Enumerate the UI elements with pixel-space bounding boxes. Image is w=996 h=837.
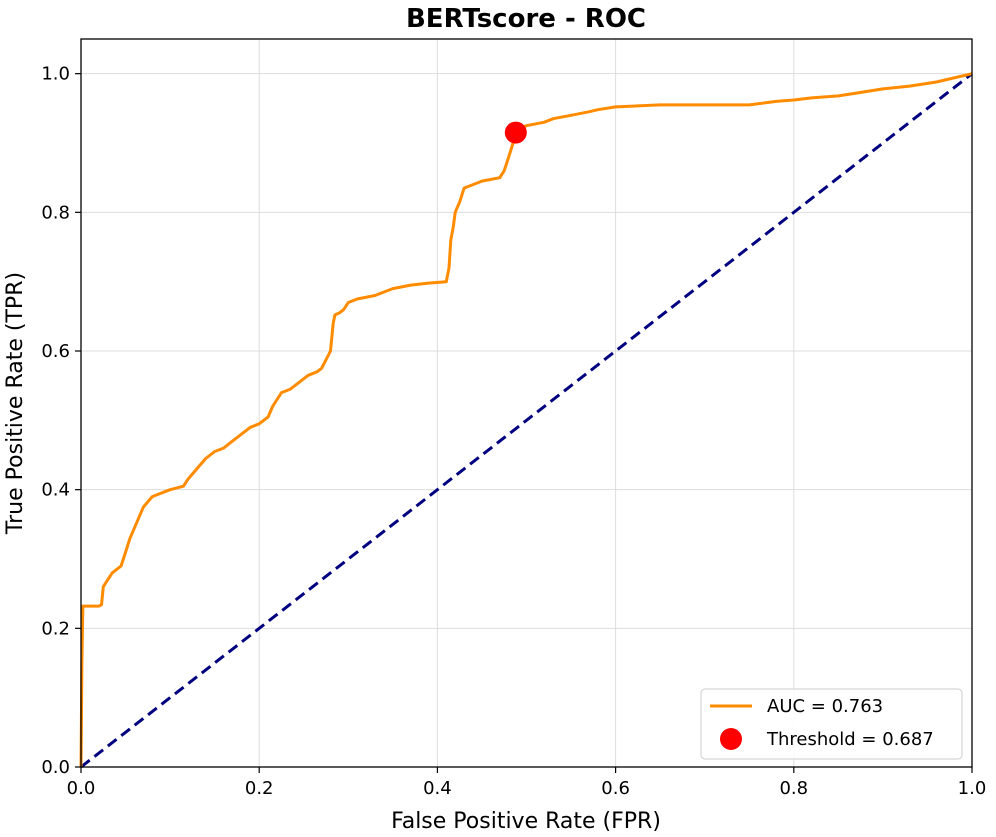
gridlines [80,39,973,768]
chart-title: BERTscore - ROC [406,4,646,34]
roc-curve-line [79,72,973,768]
threshold-point [504,121,527,144]
y-axis-label: True Positive Rate (TPR) [3,272,28,535]
legend-box [700,688,963,760]
legend-label-auc: AUC = 0.763 [767,696,883,717]
legend: AUC = 0.763 Threshold = 0.687 [700,688,963,760]
x-tick-label: 1.0 [958,778,987,799]
y-tick-label: 0.8 [41,202,70,223]
chance-diagonal-line [80,72,973,769]
legend-label-threshold: Threshold = 0.687 [766,729,934,750]
y-tick-label: 0.0 [41,757,70,778]
plot-frame [80,38,973,768]
x-tick-label: 0.4 [423,778,452,799]
y-tick-label: 1.0 [41,64,70,85]
x-tick-label: 0.8 [779,778,808,799]
ticks-layer: 0.0 0.2 0.4 0.6 0.8 1.0 0.0 0.2 0.4 0.6 0.8 1.0 [41,64,986,799]
x-axis-label: False Positive Rate (FPR) [391,809,661,834]
x-tick-label: 0.0 [67,778,96,799]
x-tick-label: 0.2 [245,778,274,799]
y-tick-label: 0.2 [41,618,70,639]
series-layer [79,72,973,769]
legend-marker-threshold [720,728,742,750]
y-tick-label: 0.4 [41,480,70,501]
x-tick-label: 0.6 [601,778,630,799]
y-tick-label: 0.6 [41,341,70,362]
